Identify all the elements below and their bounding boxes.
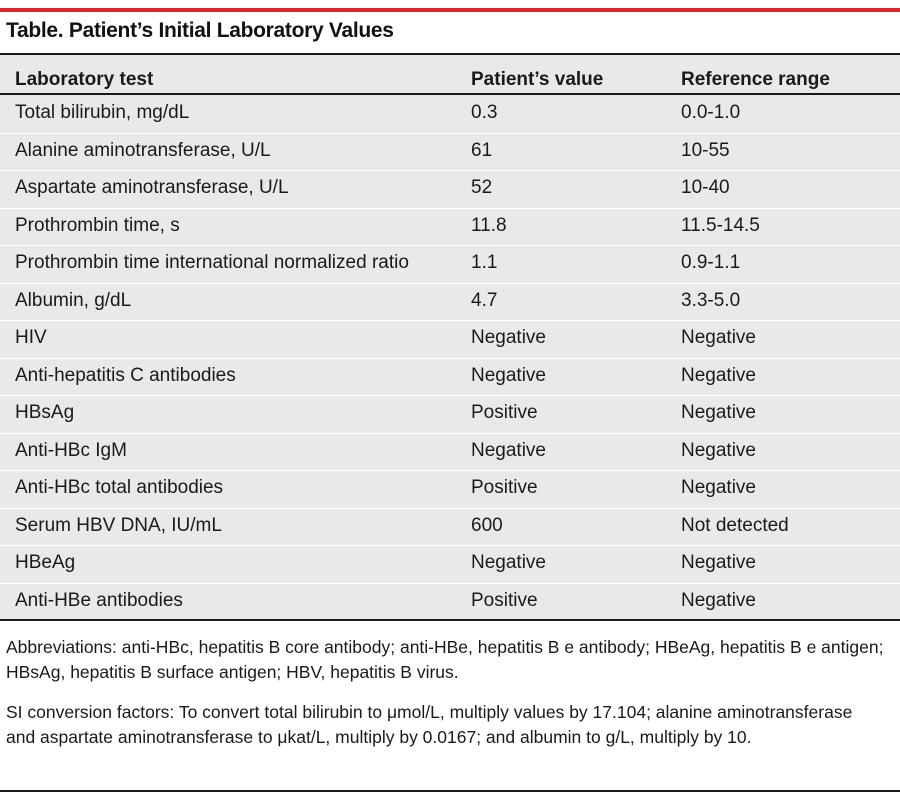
table-row: Anti-HBc IgM Negative Negative [0, 433, 900, 470]
row-separator [0, 357, 900, 359]
laboratory-test-cell: Total bilirubin, mg/dL [15, 102, 190, 123]
row-separator [0, 170, 900, 171]
laboratory-test-cell: HBsAg [15, 402, 75, 423]
patient-value-cell: Negative [471, 552, 546, 573]
patient-value-cell: 4.7 [471, 289, 498, 311]
table-row: Anti-HBc total antibodies Positive Negativ… [0, 470, 900, 507]
reference-range-cell: 10-40 [681, 177, 730, 198]
table-row: Anti-HBe antibodies Positive Negative [0, 583, 900, 620]
laboratory-test-cell: Alanine aminotransferase, U/L [15, 139, 271, 161]
table-header: Laboratory test Patient’s value Referenc… [0, 53, 900, 93]
patient-value-cell: 52 [471, 177, 493, 198]
table-row: HBsAg Positive Negative [0, 395, 900, 432]
row-separator [0, 282, 900, 284]
table-row: Alanine aminotransferase, U/L 61 10-55 [0, 133, 900, 170]
patient-value-cell: Positive [471, 402, 538, 423]
patient-value-cell: 61 [471, 139, 493, 161]
patient-value-cell: Positive [471, 589, 538, 611]
header-divider [0, 93, 900, 95]
patient-value-cell: 1.1 [471, 252, 498, 273]
laboratory-test-cell: Serum HBV DNA, IU/mL [15, 514, 222, 536]
header-reference-range: Reference range [681, 69, 830, 90]
table-bottom-rule [0, 619, 900, 621]
abbreviations-footnote: Abbreviations: anti-HBc, hepatitis B cor… [6, 637, 884, 682]
row-separator [0, 545, 900, 546]
reference-range-cell: 0.9-1.1 [681, 252, 741, 273]
laboratory-test-cell: Prothrombin time, s [15, 214, 180, 236]
patient-value-cell: 11.8 [471, 214, 507, 236]
table-row: Aspartate aminotransferase, U/L 52 10-40 [0, 170, 900, 207]
bottom-rule [0, 790, 900, 792]
table-row: Prothrombin time, s 11.8 11.5-14.5 [0, 208, 900, 245]
row-separator [0, 470, 900, 471]
row-separator [0, 245, 900, 246]
reference-range-cell: Negative [681, 439, 756, 461]
row-separator [0, 320, 900, 321]
laboratory-test-cell: Anti-HBe antibodies [15, 589, 183, 611]
patient-value-cell: Negative [471, 364, 546, 386]
patient-value-cell: 600 [471, 514, 503, 536]
table-row: Albumin, g/dL 4.7 3.3-5.0 [0, 283, 900, 320]
reference-range-cell: Negative [681, 589, 756, 611]
laboratory-test-cell: Aspartate aminotransferase, U/L [15, 177, 289, 198]
table-row: Prothrombin time international normalize… [0, 245, 900, 282]
laboratory-test-cell: Anti-HBc IgM [15, 439, 127, 461]
patient-value-cell: Negative [471, 439, 546, 461]
reference-range-cell: Negative [681, 402, 756, 423]
reference-range-cell: Negative [681, 364, 756, 386]
laboratory-test-cell: Anti-hepatitis C antibodies [15, 364, 236, 386]
table-row: Anti-hepatitis C antibodies Negative Negat… [0, 358, 900, 395]
reference-range-cell: 11.5-14.5 [681, 214, 760, 236]
laboratory-test-cell: Anti-HBc total antibodies [15, 477, 224, 498]
row-separator [0, 582, 900, 584]
laboratory-test-cell: HIV [15, 327, 47, 348]
reference-range-cell: Negative [681, 477, 756, 498]
header-patient-value: Patient’s value [471, 69, 604, 90]
table-row: Total bilirubin, mg/dL 0.3 0.0-1.0 [0, 95, 900, 132]
table-row: HIV Negative Negative [0, 320, 900, 357]
row-separator [0, 132, 900, 134]
patient-value-cell: Negative [471, 327, 546, 348]
table-row: HBeAg Negative Negative [0, 545, 900, 582]
reference-range-cell: Negative [681, 552, 756, 573]
row-separator [0, 507, 900, 509]
table-title: Table. Patient’s Initial Laboratory Valu… [6, 19, 394, 42]
reference-range-cell: 3.3-5.0 [681, 289, 741, 311]
row-separator [0, 395, 900, 396]
top-accent-rule [0, 8, 900, 12]
patient-value-cell: Positive [471, 477, 538, 498]
reference-range-cell: Not detected [681, 514, 789, 536]
row-separator [0, 432, 900, 434]
laboratory-test-cell: Prothrombin time international normalize… [15, 252, 409, 273]
lab-values-table: Laboratory test Patient’s value Referenc… [0, 53, 900, 619]
laboratory-test-cell: HBeAg [15, 552, 76, 573]
reference-range-cell: 10-55 [681, 139, 730, 161]
row-separator [0, 207, 900, 209]
reference-range-cell: Negative [681, 327, 756, 348]
header-laboratory-test: Laboratory test [15, 69, 154, 90]
reference-range-cell: 0.0-1.0 [681, 102, 741, 123]
table-row: Serum HBV DNA, IU/mL 600 Not detected [0, 508, 900, 545]
patient-value-cell: 0.3 [471, 102, 498, 123]
laboratory-test-cell: Albumin, g/dL [15, 289, 132, 311]
si-conversion-footnote: SI conversion factors: To convert total … [6, 702, 853, 747]
